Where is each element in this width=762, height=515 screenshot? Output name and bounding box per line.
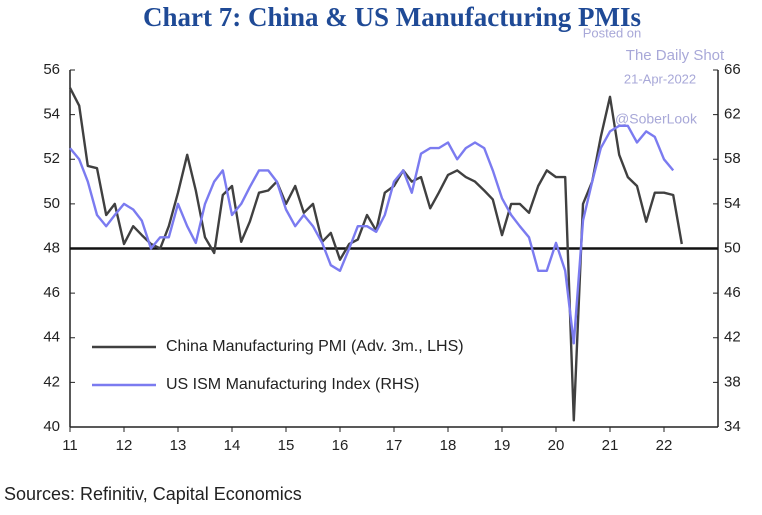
x-tick-label: 11 <box>62 437 78 454</box>
y-tick-label: 52 <box>43 150 60 167</box>
watermark: The Daily Shot <box>626 47 725 64</box>
y-tick-label: 44 <box>43 329 60 346</box>
watermark: 21-Apr-2022 <box>624 71 696 86</box>
y-tick-label: 54 <box>43 106 60 123</box>
x-tick-label: 19 <box>494 437 511 454</box>
y-tick-label: 46 <box>43 284 60 301</box>
chart-title: Chart 7: China & US Manufacturing PMIs <box>143 2 641 32</box>
y2-tick-label: 50 <box>724 239 741 256</box>
y2-tick-label: 38 <box>724 373 741 390</box>
y2-tick-label: 42 <box>724 329 741 346</box>
series-line <box>69 124 675 345</box>
x-tick-label: 12 <box>116 437 133 454</box>
y-tick-label: 50 <box>43 195 60 212</box>
y-tick-label: 56 <box>43 61 60 78</box>
y-tick-label: 48 <box>43 239 60 256</box>
y2-tick-label: 46 <box>724 284 741 301</box>
source: Sources: Refinitiv, Capital Economics <box>4 484 302 504</box>
y-tick-label: 42 <box>43 373 60 390</box>
y2-tick-label: 58 <box>724 150 741 167</box>
x-tick-label: 16 <box>332 437 349 454</box>
x-tick-label: 22 <box>656 437 673 454</box>
legend-label: US ISM Manufacturing Index (RHS) <box>166 376 419 393</box>
x-tick-label: 14 <box>224 437 241 454</box>
x-tick-label: 17 <box>386 437 403 454</box>
x-tick-label: 21 <box>602 437 619 454</box>
y2-tick-label: 62 <box>724 106 741 123</box>
y2-tick-label: 66 <box>724 61 741 78</box>
y-tick-label: 40 <box>43 418 60 435</box>
watermark: Posted on <box>583 25 642 40</box>
y2-tick-label: 54 <box>724 195 741 212</box>
watermark: @SoberLook <box>615 111 698 127</box>
x-tick-label: 13 <box>170 437 187 454</box>
x-tick-label: 18 <box>440 437 457 454</box>
x-tick-label: 20 <box>548 437 565 454</box>
y2-tick-label: 34 <box>724 418 741 435</box>
series-line <box>68 87 683 422</box>
legend-label: China Manufacturing PMI (Adv. 3m., LHS) <box>166 338 464 355</box>
x-tick-label: 15 <box>278 437 295 454</box>
